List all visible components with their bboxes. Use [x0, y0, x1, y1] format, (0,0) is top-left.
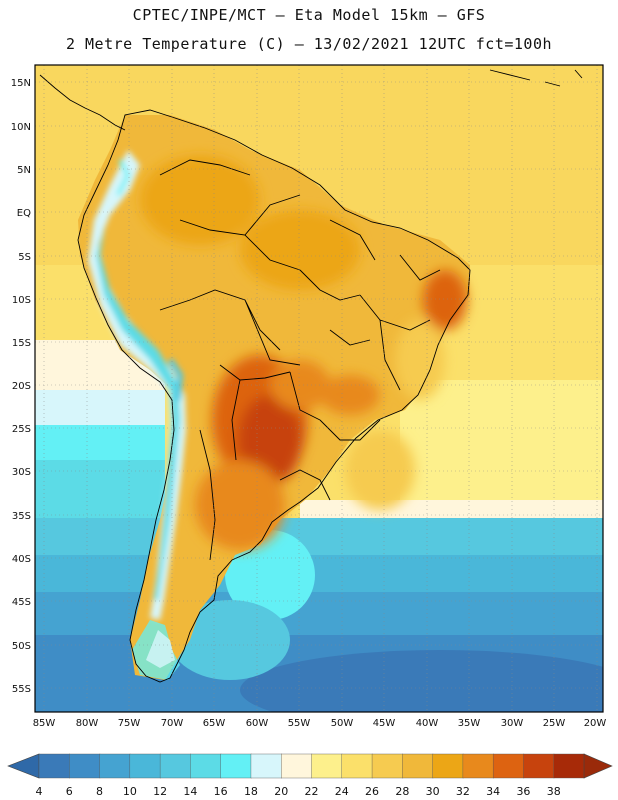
lon-tick-label: 75W: [118, 718, 141, 729]
colorbar-swatch: [553, 753, 585, 779]
colorbar-swatch: [432, 753, 464, 779]
lon-tick-label: 30W: [501, 718, 524, 729]
lon-tick-label: 20W: [584, 718, 607, 729]
ocean-temperature-field: [35, 65, 603, 712]
map-title-line1: CPTEC/INPE/MCT – Eta Model 15km – GFS: [132, 6, 486, 24]
colorbar-label: 18: [244, 785, 258, 798]
colorbar-label: 4: [36, 785, 43, 798]
colorbar-swatch: [402, 753, 434, 779]
borders: [39, 69, 583, 683]
colorbar-label: 20: [274, 785, 288, 798]
lon-tick-label: 80W: [76, 718, 99, 729]
graticule: [35, 65, 603, 712]
colorbar-label: 6: [66, 785, 73, 798]
colorbar-label: 30: [426, 785, 440, 798]
lon-tick-label: 70W: [161, 718, 184, 729]
longitude-axis: 85W 80W 75W 70W 65W 60W 55W 50W 45W 40W …: [33, 718, 607, 729]
colorbar-label: 12: [153, 785, 167, 798]
lat-tick-label: 20S: [12, 381, 31, 392]
colorbar-swatch: [523, 753, 555, 779]
colorbar-label: 22: [305, 785, 319, 798]
colorbar-label: 10: [123, 785, 137, 798]
colorbar-swatch: [69, 753, 101, 779]
colorbar-label: 8: [96, 785, 103, 798]
colorbar-swatch: [250, 753, 282, 779]
map-title-line2: 2 Metre Temperature (C) – 13/02/2021 12U…: [65, 35, 553, 53]
lon-tick-label: 35W: [458, 718, 481, 729]
lon-tick-label: 50W: [331, 718, 354, 729]
colorbar-swatch: [38, 753, 70, 779]
colorbar-swatch: [190, 753, 222, 779]
colorbar-under-arrow: [7, 753, 40, 779]
lat-tick-label: 5S: [18, 252, 31, 263]
colorbar: 4 6 8 10 12 14 16 18 20 22 24 26 28 30 32 34 36 38: [7, 753, 613, 798]
colorbar-swatch: [129, 753, 161, 779]
lat-tick-label: 10N: [11, 122, 31, 133]
lon-tick-label: 55W: [288, 718, 311, 729]
colorbar-swatch: [281, 753, 313, 779]
lon-tick-label: 25W: [543, 718, 566, 729]
lon-tick-label: 45W: [373, 718, 396, 729]
lat-tick-label: 15S: [12, 338, 31, 349]
map-frame: [34, 64, 604, 713]
colorbar-swatch: [159, 753, 192, 779]
lat-tick-label: 30S: [12, 467, 31, 478]
lat-tick-label: 5N: [17, 165, 31, 176]
lat-tick-label: 10S: [12, 295, 31, 306]
colorbar-over-arrow: [583, 753, 613, 779]
map-fields: [35, 65, 603, 712]
lon-tick-label: 65W: [203, 718, 226, 729]
latitude-axis: 15N 10N 5N EQ 5S 10S 15S 20S 25S 30S 35S…: [11, 78, 31, 695]
lat-tick-label: 50S: [12, 641, 31, 652]
colorbar-swatch: [371, 753, 404, 779]
country-borders: [159, 159, 441, 561]
lat-tick-label: 15N: [11, 78, 31, 89]
lat-tick-label: EQ: [17, 208, 31, 219]
colorbar-swatch: [99, 753, 131, 779]
lat-tick-label: 25S: [12, 424, 31, 435]
colorbar-label: 38: [547, 785, 561, 798]
lon-tick-label: 85W: [33, 718, 56, 729]
colorbar-label: 16: [214, 785, 228, 798]
south-america-coastline: [77, 109, 471, 683]
colorbar-label: 36: [516, 785, 530, 798]
colorbar-swatch: [462, 753, 494, 779]
central-america-coastline: [39, 74, 126, 131]
colorbar-swatch: [492, 753, 525, 779]
colorbar-label: 32: [456, 785, 470, 798]
colorbar-label: 14: [183, 785, 197, 798]
lat-tick-label: 55S: [12, 684, 31, 695]
colorbar-label: 28: [395, 785, 409, 798]
caribbean-islands: [489, 69, 583, 87]
colorbar-label: 34: [486, 785, 500, 798]
colorbar-label: 24: [335, 785, 349, 798]
lat-tick-label: 45S: [12, 597, 31, 608]
colorbar-swatch: [311, 753, 343, 779]
colorbar-label: 26: [365, 785, 379, 798]
lon-tick-label: 40W: [416, 718, 439, 729]
lat-tick-label: 35S: [12, 511, 31, 522]
colorbar-swatch: [341, 753, 373, 779]
lat-tick-label: 40S: [12, 554, 31, 565]
lon-tick-label: 60W: [246, 718, 269, 729]
colorbar-swatch: [220, 753, 252, 779]
